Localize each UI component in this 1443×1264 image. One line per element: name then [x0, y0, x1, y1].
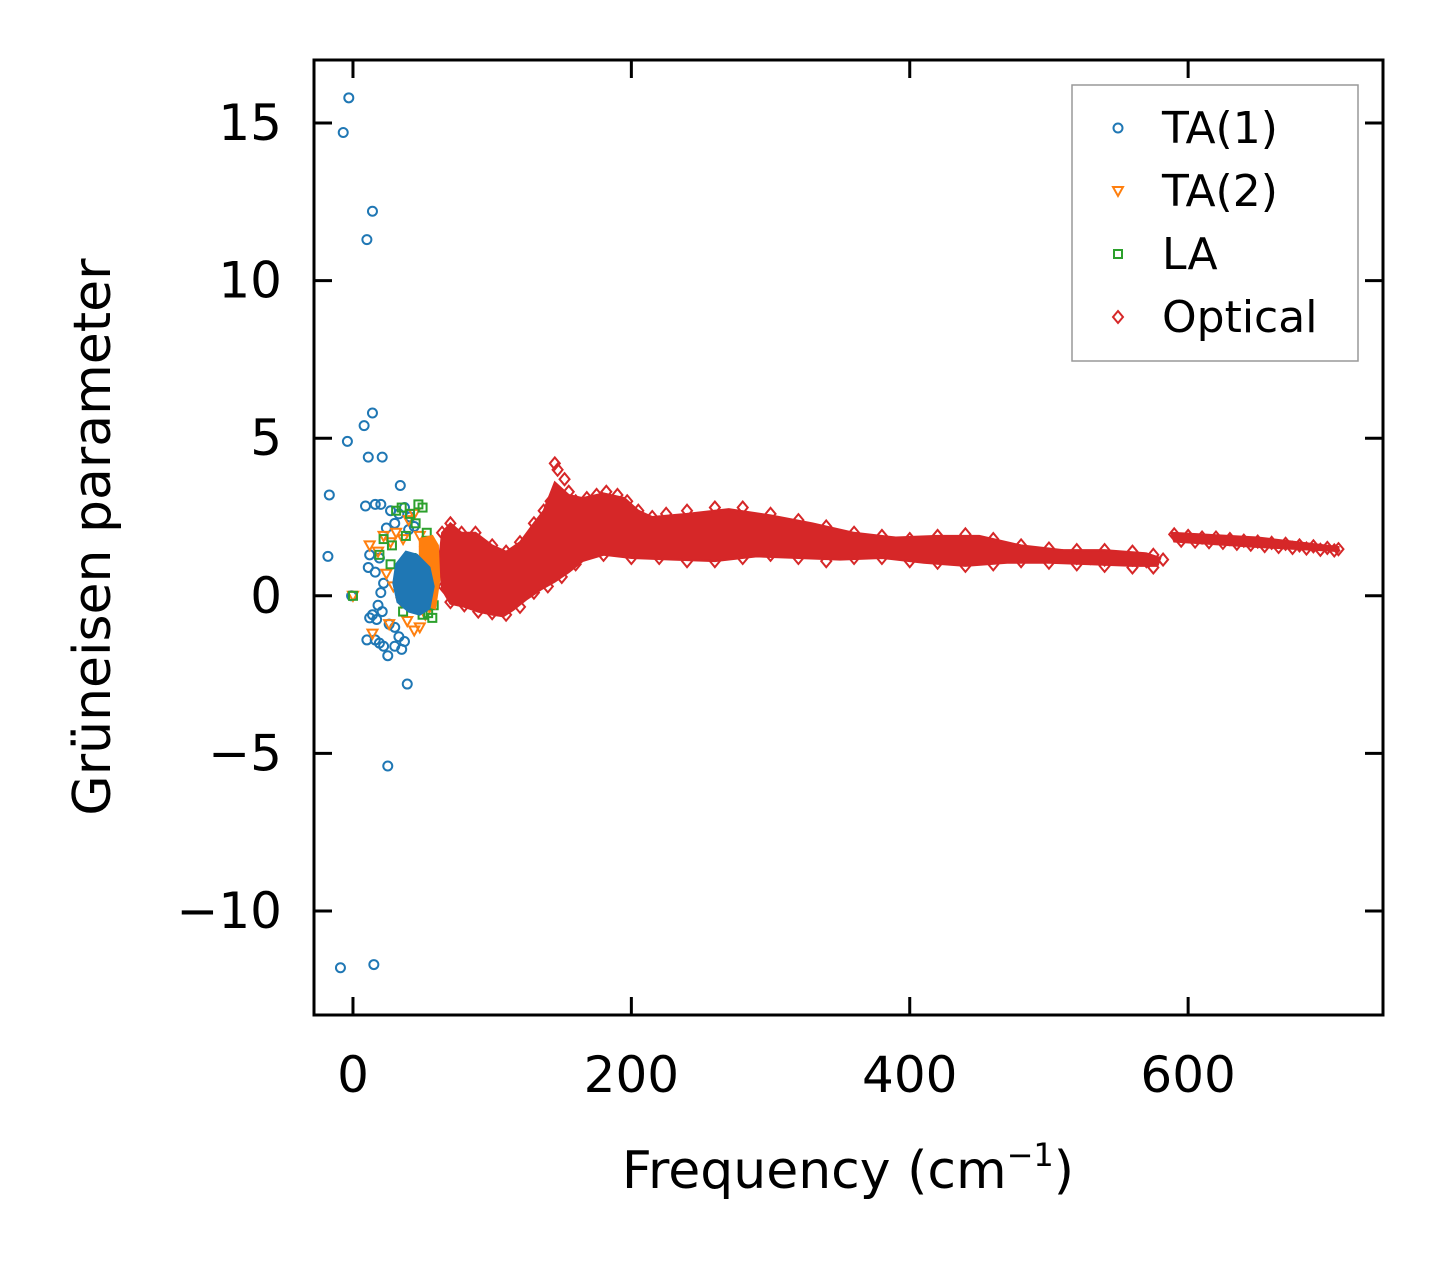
y-tick-label: 0 [250, 567, 282, 625]
legend-marker-square [1113, 249, 1123, 259]
tick-labels: 0 200 400 600 −10 −5 0 5 10 15 [176, 94, 1235, 1104]
data-point [401, 678, 413, 690]
data-point [364, 612, 376, 624]
data-point [358, 420, 370, 432]
data-point [323, 489, 335, 501]
y-axis-label: Grüneisen parameter [63, 258, 123, 816]
legend-marker-triangle-down [1111, 186, 1125, 199]
data-point [334, 962, 346, 974]
data-point [400, 616, 414, 629]
ta1-dense-band [392, 550, 435, 616]
data-point [407, 625, 421, 638]
data-point [389, 527, 403, 540]
x-axis-label: Frequency (cm−1) [622, 1136, 1074, 1201]
data-point [410, 518, 421, 529]
data-point [362, 451, 374, 463]
legend-frame [1071, 84, 1359, 362]
data-point [376, 606, 388, 618]
data-point [362, 540, 377, 553]
data-point [551, 462, 564, 478]
data-point [365, 628, 380, 641]
data-point [386, 540, 397, 551]
data-point [369, 566, 381, 578]
tick-marks [314, 60, 1383, 1015]
legend-label: LA [1162, 229, 1218, 280]
data-density-bands [392, 480, 1340, 618]
optical-dense-tail [1170, 531, 1340, 553]
series-la [347, 499, 439, 623]
data-point [379, 568, 394, 581]
legend-marker-circle [1112, 122, 1124, 134]
data-point [382, 650, 394, 662]
optical-dense-band [438, 480, 1162, 618]
data-point [375, 498, 387, 510]
data-point [382, 619, 396, 632]
data-point [385, 559, 396, 570]
data-point [394, 479, 406, 491]
data-point [382, 760, 394, 772]
legend-label: TA(2) [1161, 166, 1278, 217]
data-point [376, 451, 388, 463]
data-point [374, 549, 385, 560]
x-tick-label: 400 [862, 1046, 957, 1104]
data-point [361, 634, 373, 646]
data-point [341, 435, 353, 447]
data-point [378, 534, 389, 545]
y-tick-label: 10 [218, 252, 282, 310]
legend-label: Optical [1162, 292, 1317, 343]
data-point [396, 502, 407, 513]
legend-marker-diamond [1111, 309, 1125, 325]
x-tick-label: 0 [337, 1046, 369, 1104]
data-point [343, 92, 355, 104]
data-point [371, 613, 383, 625]
data-point [375, 587, 387, 599]
legend-label: TA(1) [1161, 103, 1278, 154]
data-point [337, 126, 349, 138]
data-point [417, 502, 428, 513]
x-tick-label: 600 [1140, 1046, 1235, 1104]
plot-frame [312, 58, 1385, 1017]
y-tick-label: −10 [176, 882, 282, 940]
data-point [360, 500, 372, 512]
data-point [322, 550, 334, 562]
data-point [361, 234, 373, 246]
data-point [558, 471, 571, 487]
data-point [368, 959, 380, 971]
y-tick-label: −5 [208, 724, 282, 782]
data-point [413, 622, 427, 635]
data-point [376, 530, 391, 543]
y-tick-label: 5 [250, 409, 282, 467]
data-point [366, 205, 378, 217]
legend: TA(1) TA(2) LA Optical [1071, 84, 1359, 362]
data-point [347, 590, 358, 601]
y-tick-label: 15 [218, 94, 282, 152]
x-tick-label: 200 [584, 1046, 679, 1104]
data-point [398, 636, 410, 648]
data-point [400, 530, 411, 541]
data-point [405, 508, 416, 519]
data-point [366, 407, 378, 419]
data-point [548, 455, 562, 471]
data-point [378, 640, 390, 652]
